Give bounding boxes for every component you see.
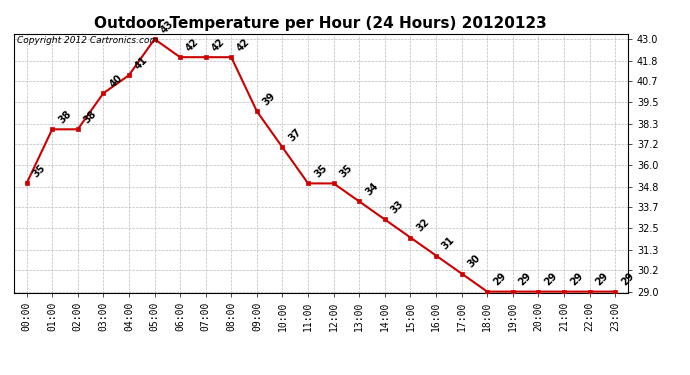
- Text: 32: 32: [415, 217, 431, 233]
- Text: 29: 29: [568, 271, 584, 287]
- Text: 41: 41: [133, 54, 150, 71]
- Text: 29: 29: [517, 271, 533, 287]
- Text: 39: 39: [261, 90, 277, 107]
- Text: 30: 30: [466, 253, 482, 269]
- Title: Outdoor Temperature per Hour (24 Hours) 20120123: Outdoor Temperature per Hour (24 Hours) …: [95, 16, 547, 31]
- Text: 29: 29: [542, 271, 559, 287]
- Text: 35: 35: [312, 163, 329, 179]
- Text: 42: 42: [184, 36, 201, 53]
- Text: 38: 38: [82, 108, 99, 125]
- Text: 42: 42: [210, 36, 226, 53]
- Text: 35: 35: [31, 163, 48, 179]
- Text: 33: 33: [389, 199, 406, 215]
- Text: 34: 34: [364, 181, 380, 197]
- Text: 35: 35: [338, 163, 355, 179]
- Text: 42: 42: [235, 36, 252, 53]
- Text: 37: 37: [286, 127, 303, 143]
- Text: 29: 29: [593, 271, 610, 287]
- Text: 29: 29: [491, 271, 508, 287]
- Text: 38: 38: [57, 108, 73, 125]
- Text: Copyright 2012 Cartronics.com: Copyright 2012 Cartronics.com: [17, 36, 158, 45]
- Text: 40: 40: [108, 72, 124, 89]
- Text: 29: 29: [619, 271, 636, 287]
- Text: 43: 43: [159, 18, 175, 35]
- Text: 31: 31: [440, 235, 457, 251]
